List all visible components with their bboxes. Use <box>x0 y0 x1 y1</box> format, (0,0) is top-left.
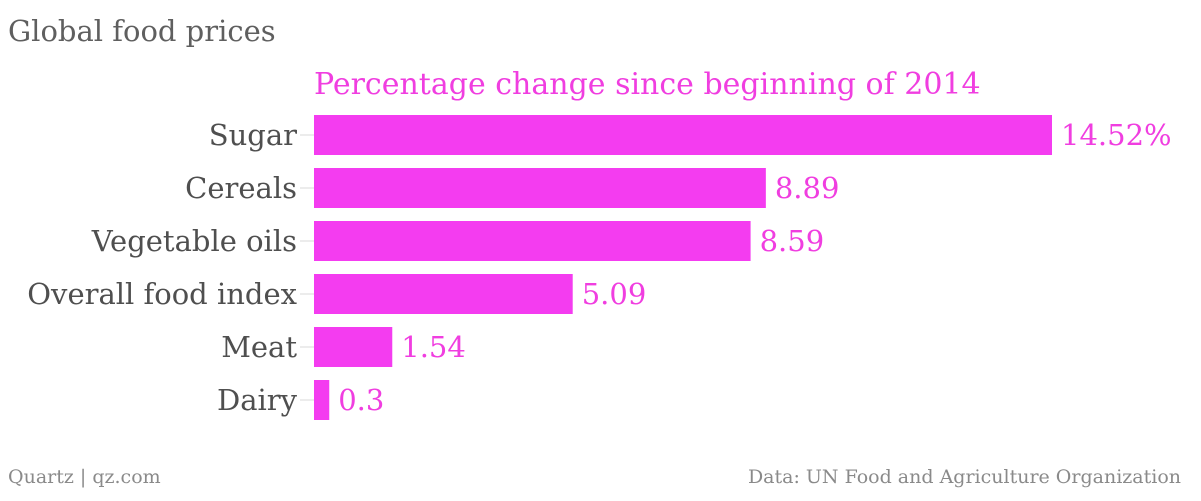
bar <box>314 327 393 367</box>
bar <box>314 274 573 314</box>
category-label: Meat <box>221 330 297 364</box>
footer-source-right: Data: UN Food and Agriculture Organizati… <box>747 466 1181 488</box>
value-label: 8.59 <box>760 224 825 258</box>
value-label: 0.3 <box>338 383 384 417</box>
category-label: Vegetable oils <box>91 224 297 258</box>
chart-subtitle: Percentage change since beginning of 201… <box>314 67 981 102</box>
value-label: 14.52% <box>1061 118 1172 152</box>
bar <box>314 168 766 208</box>
value-label: 8.89 <box>775 171 840 205</box>
bar <box>314 221 751 261</box>
category-label: Sugar <box>209 118 297 152</box>
category-label: Dairy <box>217 383 298 417</box>
category-label: Overall food index <box>27 277 297 311</box>
bar <box>314 380 330 420</box>
value-label: 1.54 <box>401 330 466 364</box>
bar <box>314 115 1052 155</box>
bars-group: Sugar 14.52% Cereals 8.89 Vegetable oils 8.59… <box>27 115 1172 420</box>
footer-source-left: Quartz | qz.com <box>8 466 161 488</box>
value-label: 5.09 <box>582 277 647 311</box>
category-label: Cereals <box>185 171 297 205</box>
chart-title: Global food prices <box>8 14 276 48</box>
